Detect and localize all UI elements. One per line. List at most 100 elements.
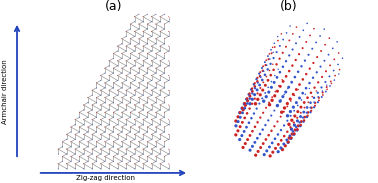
Circle shape [258, 84, 261, 86]
Circle shape [130, 117, 131, 118]
Circle shape [307, 54, 310, 56]
Circle shape [296, 128, 299, 131]
Circle shape [310, 92, 312, 94]
Circle shape [290, 136, 293, 139]
Text: Zig-zag direction: Zig-zag direction [76, 175, 135, 181]
Circle shape [66, 168, 67, 169]
Circle shape [164, 87, 165, 88]
Circle shape [279, 57, 281, 60]
Circle shape [164, 161, 165, 162]
Circle shape [322, 94, 324, 96]
Circle shape [324, 81, 327, 83]
Circle shape [138, 53, 139, 54]
Circle shape [160, 163, 161, 164]
Circle shape [143, 109, 144, 110]
Circle shape [62, 156, 63, 157]
Circle shape [164, 58, 165, 59]
Circle shape [151, 21, 152, 22]
Circle shape [273, 52, 274, 53]
Circle shape [147, 112, 148, 113]
Circle shape [151, 168, 152, 169]
Circle shape [100, 163, 101, 164]
Circle shape [324, 60, 325, 62]
Circle shape [134, 134, 135, 135]
Circle shape [147, 146, 148, 147]
Circle shape [241, 111, 244, 114]
Circle shape [318, 100, 320, 101]
Circle shape [253, 112, 255, 115]
Circle shape [328, 75, 330, 77]
Circle shape [147, 161, 148, 162]
Circle shape [151, 46, 152, 47]
Circle shape [298, 53, 300, 55]
Circle shape [100, 95, 101, 96]
Circle shape [160, 139, 161, 140]
Circle shape [164, 68, 165, 69]
Circle shape [130, 68, 131, 69]
Circle shape [264, 84, 267, 87]
Circle shape [147, 58, 148, 59]
Circle shape [138, 146, 139, 147]
Circle shape [155, 127, 156, 128]
Circle shape [138, 73, 139, 74]
Circle shape [305, 87, 307, 89]
Circle shape [160, 104, 161, 105]
Circle shape [239, 116, 242, 119]
Circle shape [243, 117, 246, 119]
Circle shape [262, 128, 264, 131]
Circle shape [280, 139, 283, 142]
Circle shape [113, 53, 114, 54]
Circle shape [109, 90, 110, 91]
Circle shape [309, 101, 312, 104]
Circle shape [87, 117, 88, 118]
Circle shape [168, 46, 169, 47]
Circle shape [126, 134, 127, 135]
Circle shape [238, 138, 241, 141]
Circle shape [92, 163, 93, 164]
Circle shape [284, 90, 287, 94]
Circle shape [300, 112, 302, 114]
Circle shape [256, 137, 259, 140]
Circle shape [271, 81, 272, 82]
Circle shape [79, 161, 80, 162]
Circle shape [259, 87, 261, 89]
Circle shape [92, 109, 93, 110]
Circle shape [313, 101, 315, 103]
Circle shape [238, 111, 242, 114]
Circle shape [320, 50, 322, 52]
Circle shape [334, 75, 336, 76]
Circle shape [292, 106, 295, 109]
Circle shape [104, 161, 105, 162]
Circle shape [310, 110, 312, 112]
Circle shape [143, 21, 144, 22]
Circle shape [267, 55, 269, 57]
Circle shape [299, 124, 302, 126]
Circle shape [302, 117, 304, 119]
Circle shape [259, 146, 262, 149]
Circle shape [270, 74, 272, 76]
Circle shape [257, 82, 259, 84]
Circle shape [265, 64, 267, 66]
Circle shape [333, 58, 335, 60]
Circle shape [243, 102, 246, 105]
Circle shape [265, 107, 267, 109]
Circle shape [268, 154, 272, 158]
Circle shape [298, 121, 301, 124]
Circle shape [75, 163, 76, 164]
Circle shape [160, 75, 161, 76]
Circle shape [164, 112, 165, 113]
Circle shape [248, 149, 252, 152]
Circle shape [246, 97, 248, 100]
Circle shape [256, 88, 259, 91]
Circle shape [257, 92, 259, 94]
Circle shape [58, 163, 59, 164]
Circle shape [121, 117, 122, 118]
Circle shape [155, 102, 156, 103]
Circle shape [273, 125, 276, 127]
Circle shape [62, 146, 63, 147]
Circle shape [274, 137, 276, 140]
Circle shape [104, 112, 105, 113]
Circle shape [151, 90, 152, 91]
Circle shape [263, 70, 265, 72]
Circle shape [253, 141, 256, 144]
